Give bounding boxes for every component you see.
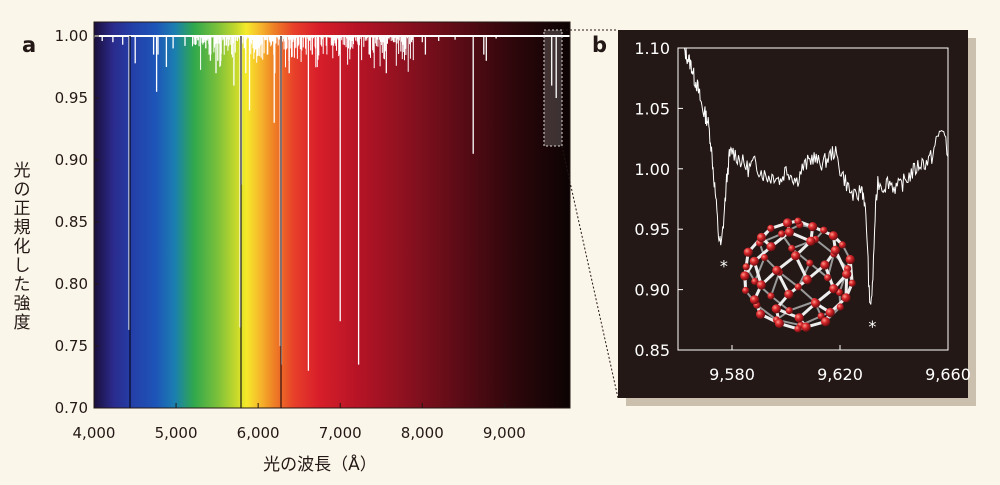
c60-atom xyxy=(838,241,847,249)
y-tick-label: 0.80 xyxy=(55,275,88,293)
y-tick-label: 0.75 xyxy=(55,337,88,355)
axis-frame-a xyxy=(93,21,571,409)
c60-atom xyxy=(756,232,767,243)
panel-b-label: b xyxy=(592,33,607,57)
y-tick-label: 0.90 xyxy=(634,281,670,300)
connector-bottom xyxy=(561,145,619,399)
panel-a-label: a xyxy=(22,33,36,57)
y-axis-label: 光の正規化した強度 xyxy=(14,161,31,333)
x-tick-label: 9,660 xyxy=(925,365,971,384)
c60-atom xyxy=(782,218,793,228)
c60-atom xyxy=(830,245,841,255)
c60-atom xyxy=(785,307,793,315)
c60-bond xyxy=(791,247,811,264)
x-tick-label: 9,000 xyxy=(483,424,526,442)
c60-atom xyxy=(829,284,839,294)
c60-bond xyxy=(788,300,815,312)
c60-atom xyxy=(784,289,794,299)
c60-atom xyxy=(791,251,801,261)
axis-frame-b xyxy=(677,47,949,351)
c60-atom xyxy=(794,325,802,333)
c60-atom xyxy=(766,242,776,252)
c60-atom xyxy=(828,231,839,241)
c60-atom xyxy=(845,254,855,265)
x-tick-label: 8,000 xyxy=(401,424,444,442)
c60-atom xyxy=(761,254,769,262)
c60-atom xyxy=(784,227,795,237)
c60-atom xyxy=(794,283,802,291)
c60-atom xyxy=(841,293,851,303)
c60-atom xyxy=(820,260,830,270)
x-tick-label: 5,000 xyxy=(155,424,198,442)
c60-atom xyxy=(771,304,781,314)
y-tick-label: 1.05 xyxy=(634,99,670,118)
c60-atom xyxy=(808,222,818,232)
spectrum-background xyxy=(94,22,570,408)
c60-bond xyxy=(797,286,816,303)
x-axis-a: 4,000 5,000 6,000 7,000 8,000 9,000 xyxy=(73,403,526,442)
c60-atom xyxy=(802,275,812,285)
y-tick-label: 1.10 xyxy=(634,39,670,58)
c60-bond xyxy=(778,271,799,288)
c60-atom xyxy=(788,244,796,253)
c60-atom xyxy=(820,226,828,234)
c60-atom xyxy=(756,280,766,290)
c60-atom xyxy=(794,313,804,323)
c60-atom xyxy=(749,295,760,305)
c60-bond xyxy=(770,271,781,297)
c60-atom xyxy=(778,230,786,238)
y-tick-label: 0.85 xyxy=(55,213,88,231)
c60-atom xyxy=(806,236,816,246)
highlight-box xyxy=(543,29,563,147)
c60-atom xyxy=(767,292,775,300)
c60-atom xyxy=(756,309,766,319)
x-tick-label: 4,000 xyxy=(73,424,116,442)
x-tick-label: 6,000 xyxy=(237,424,280,442)
panel-b-background xyxy=(618,30,968,398)
y-tick-label: 0.70 xyxy=(55,399,88,417)
c60-atom xyxy=(772,265,782,275)
x-axis-label: 光の波長（Å） xyxy=(263,453,377,475)
c60-bond xyxy=(753,257,766,282)
y-axis-a: 0.70 0.75 0.80 0.85 0.90 0.95 1.00 xyxy=(55,27,99,417)
c60-atom xyxy=(794,217,802,225)
c60-atom xyxy=(801,322,811,332)
y-tick-label: 1.00 xyxy=(55,27,88,45)
c60-atom xyxy=(749,256,759,266)
y-tick-label: 0.85 xyxy=(634,341,670,360)
y-tick-label: 0.90 xyxy=(55,151,88,169)
c60-atom xyxy=(742,263,750,271)
x-tick-label: 9,620 xyxy=(817,365,863,384)
c60-atom xyxy=(774,318,785,328)
c60-atom xyxy=(751,277,759,285)
c60-atom xyxy=(824,274,832,282)
c60-atom xyxy=(842,269,852,279)
c60-atom xyxy=(821,317,831,327)
c60-atom xyxy=(743,247,753,257)
y-tick-label: 0.95 xyxy=(634,220,670,239)
c60-molecule-illustration xyxy=(740,217,856,333)
c60-atom xyxy=(742,286,750,295)
y-tick-label: 0.95 xyxy=(55,89,88,107)
x-tick-label: 7,000 xyxy=(319,424,362,442)
asterisk-marker: * xyxy=(720,256,728,275)
c60-atom xyxy=(811,298,821,308)
c60-atom xyxy=(825,307,835,318)
x-tick-label: 9,580 xyxy=(709,365,755,384)
asterisk-marker: * xyxy=(868,317,876,336)
c60-bond xyxy=(756,304,778,321)
y-tick-label: 1.00 xyxy=(634,160,670,179)
axes-b: 0.85 0.90 0.95 1.00 1.05 1.10 9,580 9,620 9,660 xyxy=(634,39,971,384)
c60-atom xyxy=(767,224,775,232)
zoom-spectrum-line xyxy=(683,47,949,305)
c60-atom xyxy=(836,303,844,311)
c60-bond xyxy=(814,238,835,255)
c60-atom xyxy=(806,259,814,267)
c60-atom xyxy=(848,279,856,287)
c60-atom xyxy=(740,271,750,281)
absorption-markers: ** xyxy=(720,256,877,335)
